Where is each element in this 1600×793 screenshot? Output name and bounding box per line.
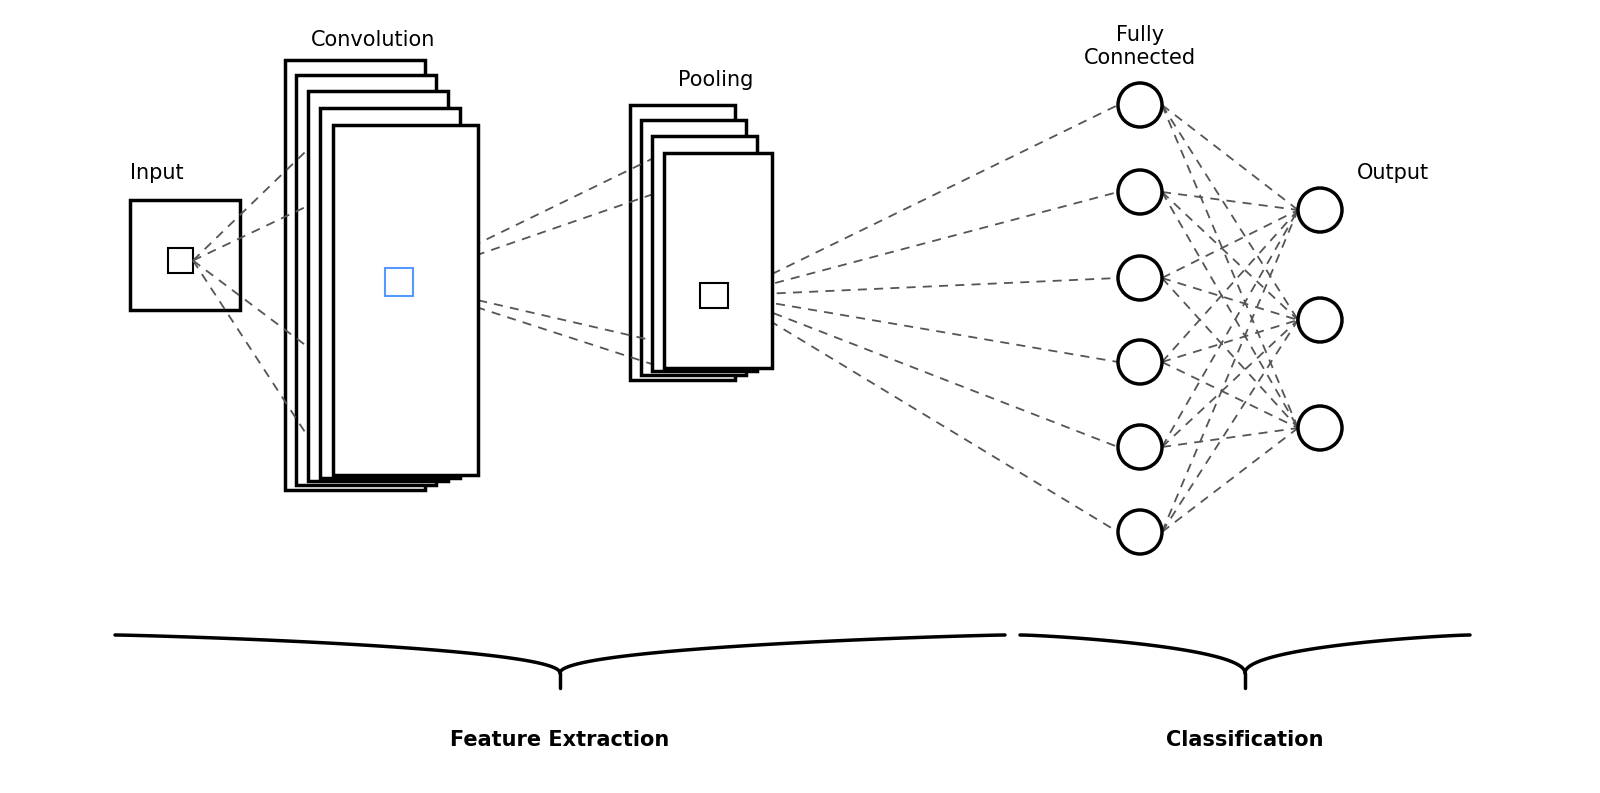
Bar bbox=[130, 200, 240, 310]
Text: Feature Extraction: Feature Extraction bbox=[450, 730, 670, 750]
Circle shape bbox=[1298, 298, 1342, 342]
Circle shape bbox=[1118, 170, 1162, 214]
Bar bbox=[701, 283, 728, 308]
Text: Pooling: Pooling bbox=[678, 70, 754, 90]
Text: Output: Output bbox=[1357, 163, 1429, 183]
Bar bbox=[296, 75, 435, 485]
Bar bbox=[320, 108, 461, 478]
Text: Convolution: Convolution bbox=[310, 30, 435, 50]
Bar bbox=[333, 125, 478, 475]
Circle shape bbox=[1298, 406, 1342, 450]
Circle shape bbox=[1118, 83, 1162, 127]
Text: Fully
Connected: Fully Connected bbox=[1083, 25, 1197, 68]
Bar bbox=[642, 120, 746, 375]
Bar bbox=[386, 268, 413, 296]
Circle shape bbox=[1298, 188, 1342, 232]
Circle shape bbox=[1118, 256, 1162, 300]
Bar bbox=[285, 60, 426, 490]
Circle shape bbox=[1118, 340, 1162, 384]
Bar bbox=[653, 136, 757, 371]
Text: Classification: Classification bbox=[1166, 730, 1323, 750]
Bar bbox=[664, 153, 771, 368]
Bar bbox=[168, 248, 194, 273]
Circle shape bbox=[1118, 425, 1162, 469]
Bar bbox=[630, 105, 734, 380]
Circle shape bbox=[1118, 510, 1162, 554]
Bar bbox=[307, 91, 448, 481]
Text: Input: Input bbox=[130, 163, 184, 183]
